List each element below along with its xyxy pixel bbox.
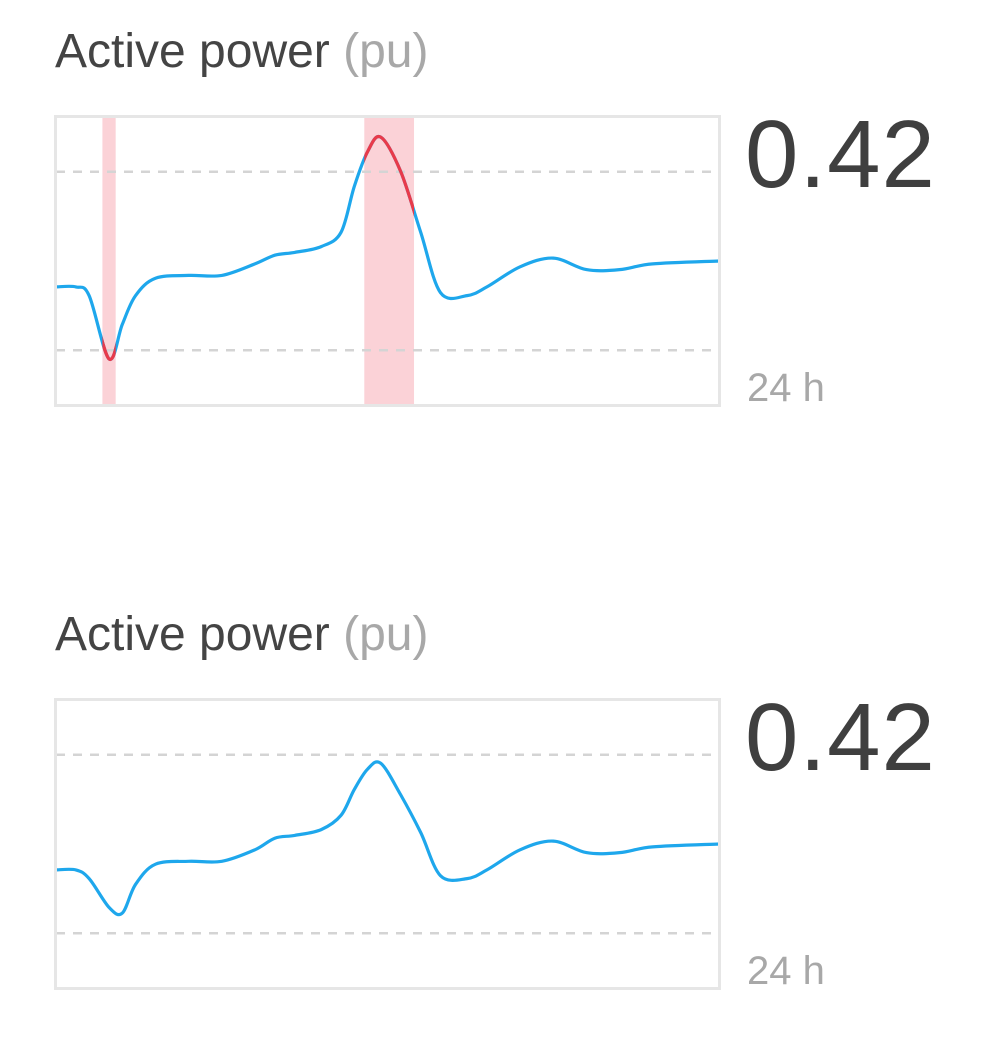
card-title: Active power (pu) xyxy=(55,605,428,665)
active-power-chart xyxy=(54,698,721,990)
chart-frame xyxy=(54,698,721,990)
active-power-card-2[interactable]: Active power (pu) 0.42 24 h xyxy=(0,583,1000,1003)
current-value: 0.42 xyxy=(745,684,936,791)
metric-name: Active power xyxy=(55,25,330,78)
active-power-chart xyxy=(54,115,721,407)
card-title: Active power (pu) xyxy=(55,22,428,82)
violation-band xyxy=(364,117,415,405)
current-value: 0.42 xyxy=(745,101,936,208)
series-line xyxy=(54,760,721,917)
violation-band xyxy=(102,117,116,405)
time-range-label: 24 h xyxy=(747,949,825,993)
chart-frame xyxy=(54,115,721,407)
metric-unit: (pu) xyxy=(343,608,429,661)
metric-name: Active power xyxy=(55,608,330,661)
series-line xyxy=(54,134,721,361)
time-range-label: 24 h xyxy=(747,366,825,410)
active-power-card-1[interactable]: Active power (pu) 0.42 24 h xyxy=(0,0,1000,420)
metric-unit: (pu) xyxy=(343,25,429,78)
